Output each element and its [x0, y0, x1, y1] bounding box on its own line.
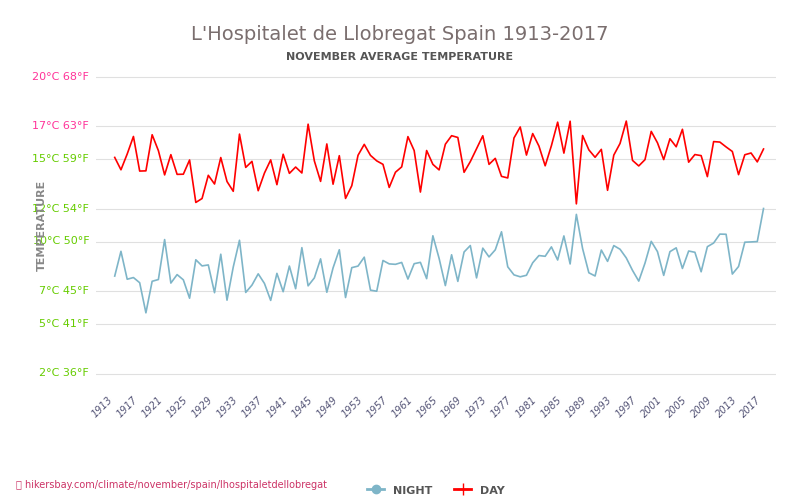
Text: 7°C 45°F: 7°C 45°F	[39, 286, 90, 296]
Text: 20°C 68°F: 20°C 68°F	[32, 72, 90, 82]
Text: NOVEMBER AVERAGE TEMPERATURE: NOVEMBER AVERAGE TEMPERATURE	[286, 52, 514, 62]
Text: 15°C 59°F: 15°C 59°F	[33, 154, 90, 164]
Text: L'Hospitalet de Llobregat Spain 1913-2017: L'Hospitalet de Llobregat Spain 1913-201…	[191, 25, 609, 44]
Text: TEMPERATURE: TEMPERATURE	[37, 180, 46, 270]
Text: 5°C 41°F: 5°C 41°F	[39, 319, 90, 329]
Text: 10°C 50°F: 10°C 50°F	[33, 236, 90, 246]
Text: 🔴 hikersbay.com/climate/november/spain/lhospitaletdellobregat: 🔴 hikersbay.com/climate/november/spain/l…	[16, 480, 327, 490]
Text: 17°C 63°F: 17°C 63°F	[33, 121, 90, 131]
Text: 2°C 36°F: 2°C 36°F	[39, 368, 90, 378]
Text: 12°C 54°F: 12°C 54°F	[32, 204, 90, 214]
Legend: NIGHT, DAY: NIGHT, DAY	[363, 480, 509, 500]
